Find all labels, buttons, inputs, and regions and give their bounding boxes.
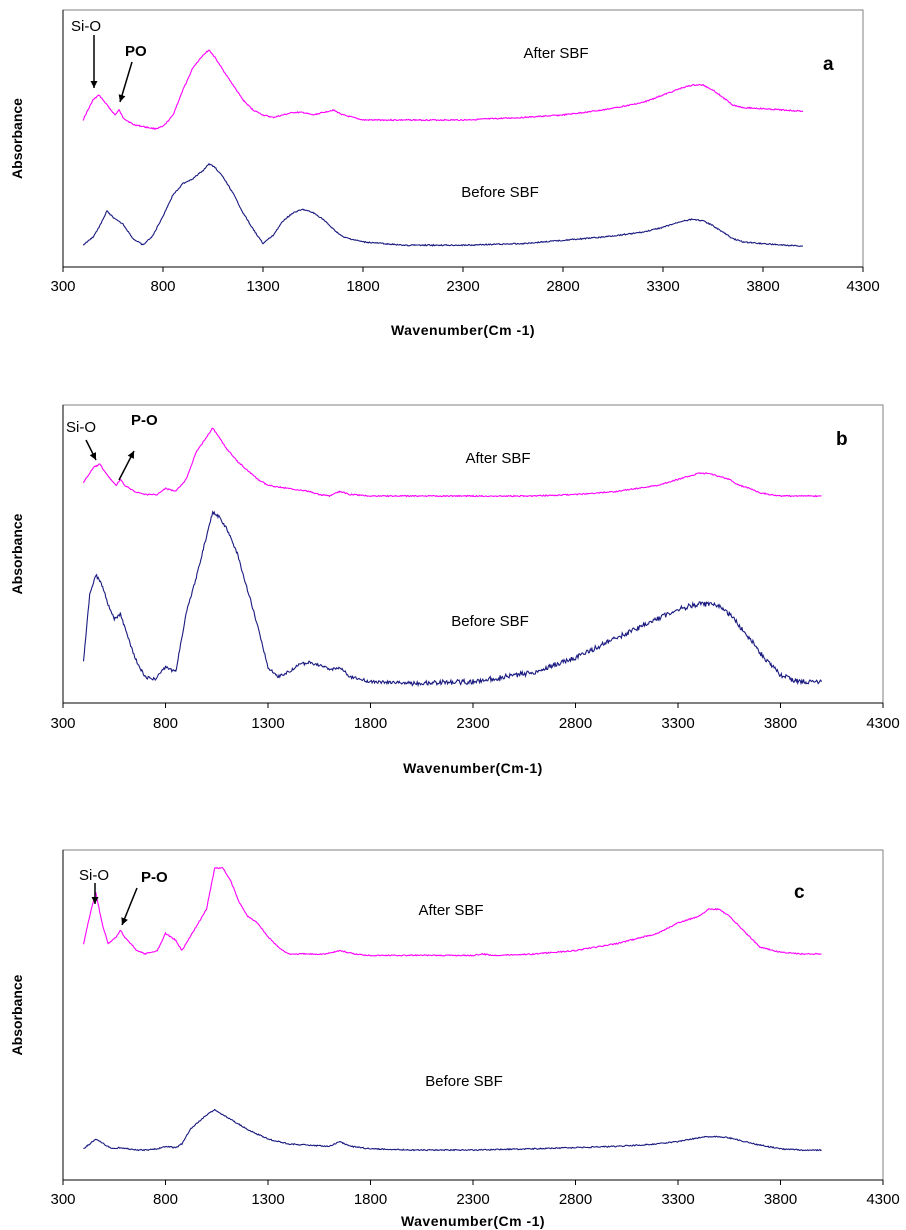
x-tick-label: 300 [50,715,75,732]
annotation-si-o: Si-O [79,867,109,884]
series-line-before-sbf [83,1108,822,1152]
plot-frame [62,849,884,1181]
x-tick-label: 300 [50,1191,75,1208]
x-axis-label: Wavenumber(Cm -1) [401,1213,545,1229]
x-tick-label: 800 [153,1191,178,1208]
chart-panel-b: 300 800 1300 1800 2300 2800 3300 3800 4300 Wavenu… [9,404,900,776]
series-label-after-sbf: After SBF [523,45,588,62]
annotation-p-o: PO [125,43,147,60]
annotation-arrow-head [118,94,126,102]
series-label-after-sbf: After SBF [418,902,483,919]
x-tick-label: 800 [153,715,178,732]
annotation-si-o: Si-O [71,18,101,35]
x-tick-label: 2300 [456,1191,489,1208]
x-tick-label: 2300 [446,278,479,295]
x-tick-label: 800 [150,278,175,295]
x-tick-label: 1300 [251,1191,284,1208]
panel-label: c [794,882,805,903]
annotation-arrow-head [127,451,134,459]
series-line-before-sbf [82,510,822,688]
annotation-p-o: P-O [131,412,158,429]
x-tick-label: 2300 [456,715,489,732]
x-tick-label: 2800 [559,715,592,732]
y-axis-label: Absorbance [9,513,25,594]
chart-panel-c: 300 800 1300 1800 2300 2800 3300 3800 4300 Wavenu… [9,849,900,1229]
x-tick-label: 4300 [866,1191,899,1208]
series-label-after-sbf: After SBF [465,450,530,467]
series-line-after-sbf [82,427,822,498]
x-tick-label: 2800 [559,1191,592,1208]
x-tick-label: 2800 [546,278,579,295]
x-axis-label: Wavenumber(Cm-1) [403,760,543,776]
annotation-si-o: Si-O [66,419,96,436]
annotation-arrow-head [90,81,98,88]
x-tick-label: 300 [50,278,75,295]
x-tick-label: 3300 [661,1191,694,1208]
x-tick-label: 4300 [866,715,899,732]
annotation-arrow-head [91,897,99,904]
x-tick-label: 1800 [354,1191,387,1208]
series-label-before-sbf: Before SBF [451,613,529,630]
annotation-arrow-head [121,917,128,925]
panel-label: a [823,54,834,75]
plot-frame [62,9,864,268]
x-tick-label: 1300 [246,278,279,295]
y-axis-label: Absorbance [9,98,25,179]
x-tick-label: 3800 [764,715,797,732]
panel-label: b [836,429,848,450]
x-tick-label: 3800 [746,278,779,295]
y-axis-label: Absorbance [9,974,25,1055]
annotation-p-o: P-O [141,869,168,886]
x-tick-label: 3300 [661,715,694,732]
x-tick-label: 3300 [646,278,679,295]
series-line-after-sbf [82,49,803,131]
x-axis-label: Wavenumber(Cm -1) [391,322,535,338]
chart-panel-a: 300 800 1300 1800 2300 2800 3300 3800 4300 Wavenu… [9,9,880,338]
x-tick-label: 1800 [346,278,379,295]
series-label-before-sbf: Before SBF [425,1073,503,1090]
series-line-before-sbf [83,162,803,247]
series-label-before-sbf: Before SBF [461,184,539,201]
series-line-after-sbf [82,866,822,957]
annotation-arrow-head [89,452,96,460]
x-tick-label: 4300 [846,278,879,295]
x-tick-label: 1300 [251,715,284,732]
x-tick-label: 3800 [764,1191,797,1208]
x-tick-label: 1800 [354,715,387,732]
